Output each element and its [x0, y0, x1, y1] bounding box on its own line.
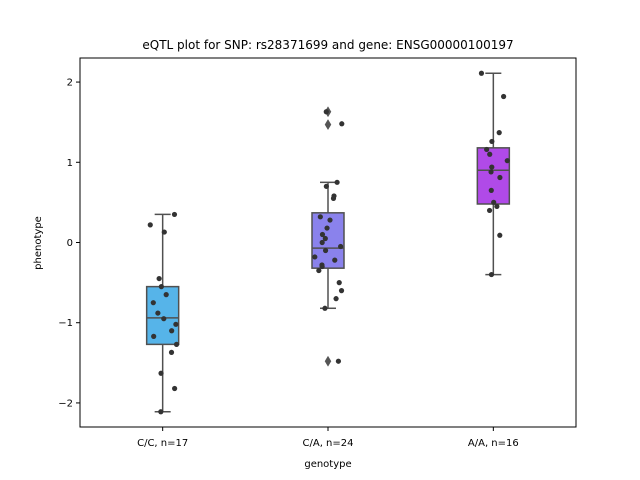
data-point [478, 70, 485, 76]
data-point [158, 284, 164, 290]
data-point [171, 211, 178, 218]
outlier-marker [324, 119, 332, 131]
outlier-marker [324, 355, 332, 367]
data-point [173, 341, 180, 347]
data-point [324, 225, 330, 231]
y-tick-label: 1 [67, 158, 73, 169]
x-axis: C/C, n=17 C/A, n=24 A/A, n=16 [137, 427, 519, 449]
data-point [156, 275, 162, 282]
x-tick-label: A/A, n=16 [468, 438, 519, 449]
data-point [339, 121, 345, 127]
data-point [151, 333, 157, 339]
data-point [338, 288, 345, 294]
data-point [486, 207, 493, 214]
data-point [322, 235, 328, 242]
data-point [496, 130, 502, 136]
data-point [501, 93, 507, 100]
data-point [332, 257, 338, 263]
data-point [488, 187, 494, 193]
data-point [169, 328, 175, 334]
x-tick-label: C/A, n=24 [303, 438, 354, 449]
data-point [504, 158, 510, 164]
data-point [155, 310, 161, 316]
data-point [338, 243, 344, 250]
data-point [323, 183, 329, 189]
plot-area [145, 70, 511, 415]
chart-title: eQTL plot for SNP: rs28371699 and gene: … [142, 38, 513, 52]
data-point [161, 229, 167, 235]
y-tick-label: −1 [58, 318, 73, 329]
data-point [497, 174, 503, 181]
data-point [487, 151, 493, 157]
data-point [173, 321, 179, 327]
data-point [168, 349, 175, 355]
box-group [311, 106, 345, 367]
y-axis: −2 −1 0 1 2 [58, 78, 80, 409]
y-tick-label: 0 [67, 238, 73, 249]
data-point [484, 146, 490, 153]
data-point [491, 199, 497, 205]
data-point [319, 263, 325, 270]
data-point [489, 164, 495, 170]
x-tick-label: C/C, n=17 [137, 438, 188, 449]
data-point [319, 239, 325, 246]
x-axis-label: genotype [304, 459, 351, 470]
box [311, 212, 345, 269]
data-point [489, 138, 495, 145]
data-point [322, 305, 328, 311]
data-point [336, 280, 342, 286]
box [476, 147, 511, 205]
data-point [334, 179, 340, 185]
data-point [319, 231, 326, 238]
data-point [327, 217, 333, 223]
data-point [335, 358, 342, 364]
box-group [476, 70, 511, 278]
data-point [330, 195, 337, 201]
data-point [158, 409, 164, 415]
data-point [497, 232, 503, 238]
data-point [323, 109, 329, 115]
y-axis-label: phenotype [33, 216, 44, 270]
data-point [161, 316, 167, 322]
data-point [163, 292, 169, 298]
data-point [172, 385, 178, 392]
data-point [150, 300, 156, 306]
data-point [488, 271, 495, 278]
data-point [316, 267, 322, 274]
data-point [312, 254, 318, 260]
data-point [322, 247, 329, 254]
box-group [145, 211, 180, 415]
data-point [158, 370, 164, 376]
data-point [494, 203, 500, 210]
y-tick-label: 2 [67, 78, 73, 89]
data-point [488, 169, 494, 175]
data-point [147, 222, 153, 228]
y-tick-label: −2 [58, 398, 73, 409]
data-point [333, 296, 339, 302]
data-point [317, 214, 323, 220]
